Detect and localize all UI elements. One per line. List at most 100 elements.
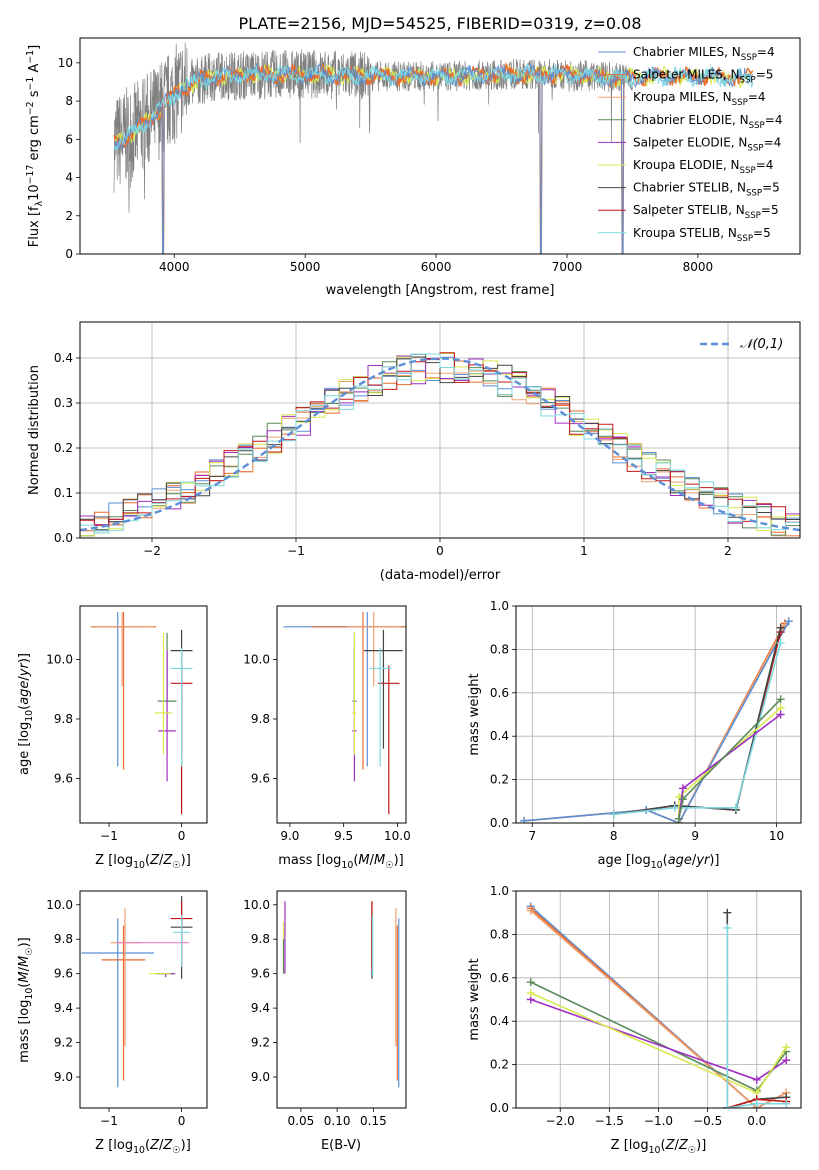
mass-vs-EBV-frame [276,890,407,1109]
mass-weight-line [524,620,790,823]
age-vs-Z-x-label: Z [log10(Z/Z☉)] [95,853,191,871]
mass-vs-Z-ytick-label: 9.2 [54,1036,73,1050]
residual-histogram-xtick-label: 1 [580,544,588,558]
mass-weight-line [524,625,786,823]
mass-vs-Z-y-label: mass [log10(M/M☉)] [17,937,35,1063]
mass-weight-line [524,623,786,823]
age-vs-mass-x-label: mass [log10(M/M☉)] [278,853,404,871]
mass-vs-EBV-ytick-label: 9.4 [251,1001,270,1015]
errorbar-point [346,611,401,687]
mass-weight-vs-age-ytick-label: 0.0 [490,816,509,830]
histogram-x-axis-label: (data-model)/error [380,568,501,583]
errorbar-point [110,908,140,1046]
spectrum-xtick-label: 8000 [683,260,714,274]
mass-weight-vs-age-axes: 7 8 9 10 0.0 0.2 0.4 0.6 0.8 1.0 [490,599,802,843]
mass-vs-Z-ytick-label: 10.0 [46,898,73,912]
errorbar-point [158,650,176,782]
spectrum-xtick-label: 4000 [159,260,190,274]
mass-weight-vs-age-plot-area [516,606,801,823]
legend-entry-label: Kroupa ELODIE, NSSP=4 [633,158,773,176]
residual-histogram-ytick-label: 0.3 [54,396,73,410]
normal-distribution-curve [80,357,800,532]
mass-weight-marker [678,795,687,804]
model-spectrum-line [113,61,754,254]
legend-entry-label: Salpeter ELODIE, NSSP=4 [633,135,781,153]
errorbar-point [101,925,146,1081]
mass-weight-marker [782,1056,791,1065]
mass-vs-Z-ytick-label: 9.4 [54,1001,73,1015]
mass-weight-vs-age-ytick-label: 0.2 [490,773,509,787]
age-vs-mass-plot-area [283,611,406,815]
age-vs-mass-ytick-label: 9.6 [251,771,270,785]
mass-weight-line [613,627,782,816]
errorbar-point [172,915,191,967]
mass-weight-vs-Z-ytick-label: 1.0 [490,884,509,898]
spectrum-ytick-label: 8 [65,94,73,108]
age-vs-Z-plot-area [90,611,193,815]
histogram-step-line [80,356,800,523]
spectrum-y-axis-label: Flux [fλ10−17 erg cm−2 s−1 A−1] [25,45,45,247]
histogram-step-line [80,353,800,534]
spectrum-axes: 4000 5000 6000 7000 8000 0 2 4 6 8 10 [58,37,801,274]
age-vs-mass-xtick-label: 10.0 [384,829,411,843]
legend-entry-label: Kroupa MILES, NSSP=4 [633,90,766,108]
mass-weight-marker [784,617,793,626]
mass-vs-EBV-xtick-label: 0.10 [324,1114,351,1128]
residual-histogram-xtick-label: −2 [143,544,161,558]
age-vs-mass-xtick-label: 9.5 [334,829,353,843]
mass-weight-vs-Z-ytick-label: 0.2 [490,1058,509,1072]
mass-vs-Z-xtick-label: 0 [178,1114,186,1128]
histogram-y-axis-label: Normed distribution [27,365,42,495]
age-vs-Z-ytick-label: 9.6 [54,771,73,785]
residual-histogram-ytick-label: 0.1 [54,486,73,500]
mass-weight-line [678,698,782,819]
mass-weight-vs-Z-xtick-label: −0.5 [693,1114,722,1128]
mass-weight-line [726,927,787,1108]
mass-weight-marker [526,988,535,997]
legend-entry-label: Chabrier STELIB, NSSP=5 [633,181,780,199]
mass-vs-Z-xtick-label: −1 [100,1114,118,1128]
mass-weight-marker [752,1099,761,1108]
mass-weight-vs-Z-x-label: Z [log10(Z/Z☉)] [611,1138,707,1156]
spectrum-xtick-label: 5000 [290,260,321,274]
mass-vs-EBV-axes: 0.05 0.10 0.15 9.0 9.2 9.4 9.6 9.8 10.0 [243,890,407,1128]
residual-histogram-plot-area [80,322,800,538]
spectrum-ytick-label: 6 [65,132,73,146]
residual-histogram-xtick-label: 0 [436,544,444,558]
legend-entry-label: Salpeter MILES, NSSP=5 [633,68,773,86]
spectrum-ytick-label: 10 [58,56,73,70]
legend-entry-label: Kroupa STELIB, NSSP=5 [633,226,771,244]
spectrum-ytick-label: 2 [65,209,73,223]
mass-weight-marker [776,710,785,719]
mass-weight-vs-Z-y-label: mass weight [467,958,482,1040]
mass-weight-marker [731,803,740,812]
legend-entry-label: Chabrier MILES, NSSP=4 [633,45,775,63]
errorbar-point [90,611,154,687]
mass-weight-vs-age-y-label: mass weight [467,673,482,755]
age-vs-Z-frame [79,605,208,824]
residual-histogram-ytick-label: 0.2 [54,441,73,455]
age-vs-mass-xtick-label: 9.0 [280,829,299,843]
mass-weight-vs-Z-xtick-label: −1.5 [595,1114,624,1128]
mass-vs-EBV-ytick-label: 10.0 [243,898,270,912]
mass-weight-marker [526,978,535,987]
mass-weight-marker [723,908,732,917]
mass-weight-vs-age-frame [515,605,802,824]
mass-vs-Z-ytick-label: 9.0 [54,1070,73,1084]
mass-weight-vs-age-ytick-label: 0.6 [490,686,509,700]
mass-weight-vs-age-xtick-label: 10 [769,829,784,843]
histogram-step-line [80,352,800,526]
mass-weight-vs-age-ytick-label: 0.4 [490,729,509,743]
mass-weight-vs-age-xtick-label: 9 [691,829,699,843]
residual-histogram-ytick-label: 0.0 [54,531,73,545]
errorbar-point [352,632,357,755]
errorbar-point [311,611,406,770]
errorbar-point [283,611,406,767]
mass-vs-Z-ytick-label: 9.8 [54,932,73,946]
age-vs-Z-axes: −1 0 9.6 9.8 10.0 [46,605,208,843]
age-vs-mass-axes: 9.0 9.5 10.0 9.6 9.8 10.0 [243,605,411,843]
errorbar-point [170,647,193,767]
age-vs-Z-xtick-label: −1 [100,829,118,843]
mass-weight-vs-age-x-label: age [log10(age/yr)] [597,853,719,871]
errorbar-point [369,647,391,767]
